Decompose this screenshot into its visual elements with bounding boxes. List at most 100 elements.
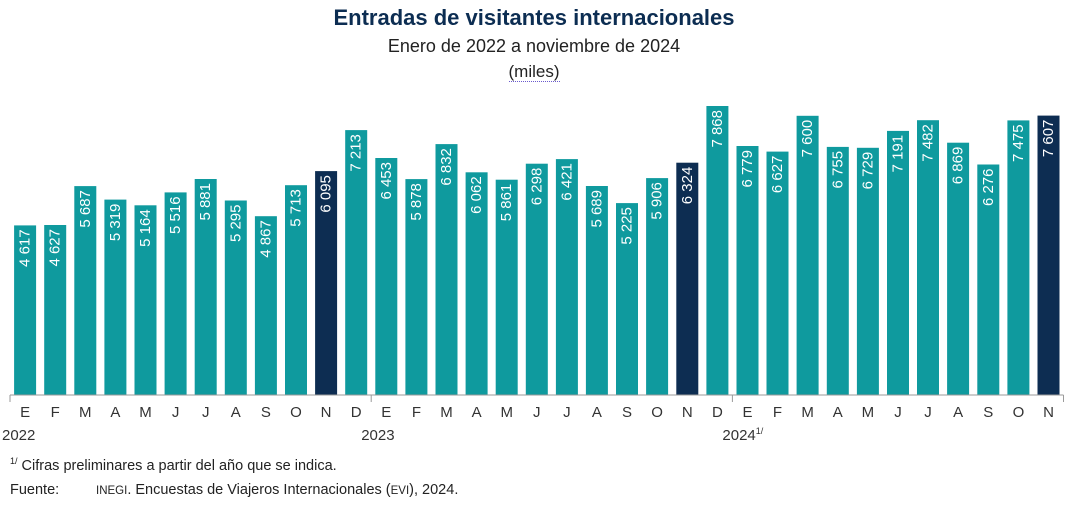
bar (405, 179, 428, 395)
bar-value-label: 6 421 (558, 163, 575, 201)
bar (194, 179, 217, 395)
bar-value-label: 7 213 (348, 134, 365, 172)
units-label: (miles) (508, 62, 560, 82)
bar (977, 164, 1000, 395)
bar (796, 115, 819, 396)
bar (616, 203, 638, 395)
bar-value-label: 6 627 (769, 156, 786, 194)
bar (345, 130, 368, 395)
bar (887, 130, 909, 395)
x-tick-label: N (682, 404, 693, 421)
bar (1007, 120, 1030, 396)
x-tick-label: J (202, 404, 210, 421)
x-tick-label: D (351, 404, 362, 421)
footnote: 1/ Cifras preliminares a partir del año … (10, 456, 337, 474)
x-tick-label: M (500, 404, 513, 421)
x-tick-label: M (862, 404, 875, 421)
x-tick-label: J (172, 404, 180, 421)
bar-value-label: 7 191 (890, 135, 907, 173)
x-tick-label: A (953, 404, 963, 421)
bar (134, 205, 157, 395)
footnote-mark: 1/ (10, 456, 18, 466)
bar-value-label: 5 225 (619, 207, 636, 245)
x-tick-label: A (472, 404, 482, 421)
bar-value-label: 7 607 (1040, 120, 1057, 158)
x-tick-label: M (440, 404, 453, 421)
bar (254, 216, 277, 395)
bar (555, 159, 578, 395)
source-label: Fuente: (10, 482, 60, 498)
bar (585, 186, 608, 395)
bar-value-label: 5 319 (107, 204, 124, 242)
footnote-text: Cifras preliminares a partir del año que… (21, 458, 337, 474)
bar-value-label: 5 878 (408, 183, 425, 221)
bar (14, 225, 37, 395)
bar-value-label: 6 095 (318, 175, 335, 213)
bar-value-label: 5 861 (498, 184, 515, 222)
bar-value-label: 5 713 (288, 189, 305, 227)
x-tick-label: M (801, 404, 814, 421)
bar-value-label: 5 689 (588, 190, 605, 228)
bar (917, 120, 939, 395)
bar-value-label: 6 453 (378, 162, 395, 200)
x-tick-label: O (290, 404, 302, 421)
x-tick-label: S (261, 404, 271, 421)
source-line: Fuente: INEGI. Encuestas de Viajeros Inte… (10, 482, 458, 498)
bar-chart: 4 617 4 627 5 687 5 319 5 164 5 516 5 881 5 295… (2, 106, 1064, 444)
x-tick-label: A (110, 404, 120, 421)
bar (74, 186, 97, 395)
bar-value-label: 5 687 (77, 190, 94, 228)
x-tick-label: D (712, 404, 723, 421)
bar (766, 151, 789, 395)
bar (947, 142, 970, 395)
x-tick-label: M (139, 404, 152, 421)
x-tick-label: S (622, 404, 632, 421)
x-tick-label: J (894, 404, 902, 421)
bar-value-label: 6 755 (829, 151, 846, 189)
x-tick-label: E (742, 404, 752, 421)
x-tick-label: J (533, 404, 541, 421)
source-org: INEGI (96, 485, 128, 497)
bar (676, 162, 699, 395)
bar (856, 147, 879, 395)
year-label: 2023 (361, 427, 394, 444)
x-tick-label: J (563, 404, 571, 421)
bar (224, 200, 247, 395)
bar (826, 146, 849, 395)
bar-value-label: 4 627 (47, 229, 64, 267)
x-tick-label: A (833, 404, 843, 421)
bar-value-label: 7 482 (920, 124, 937, 162)
bar (465, 172, 488, 395)
bar (646, 178, 669, 395)
chart-units: (miles) (0, 62, 1068, 82)
bar-value-label: 6 832 (438, 148, 455, 186)
bar-value-label: 6 062 (468, 176, 485, 214)
bar-value-label: 6 298 (528, 168, 545, 206)
bar (495, 179, 518, 395)
x-tick-label: A (231, 404, 241, 421)
source-text-1: . Encuestas de Viajeros Internacionales … (127, 482, 391, 498)
bar (44, 225, 67, 395)
bar-value-label: 7 868 (709, 110, 726, 148)
bar-value-label: 7 600 (799, 120, 816, 158)
bar (1037, 115, 1060, 395)
bar (525, 163, 548, 395)
year-label-superscript: 1/ (756, 426, 764, 436)
year-label: 20241/ (722, 426, 763, 444)
x-tick-label: F (51, 404, 60, 421)
x-tick-label: F (773, 404, 782, 421)
bar-value-label: 7 475 (1010, 124, 1027, 162)
chart-title: Entradas de visitantes internacionales (333, 5, 735, 30)
bar-value-label: 5 295 (227, 204, 244, 242)
bar-value-label: 5 881 (197, 183, 214, 221)
bar (435, 144, 458, 395)
bar (285, 185, 307, 395)
x-tick-label: S (983, 404, 993, 421)
x-tick-label: O (1013, 404, 1025, 421)
bar (375, 158, 398, 395)
x-tick-label: N (321, 404, 332, 421)
x-tick-label: O (651, 404, 663, 421)
x-tick-label: E (381, 404, 391, 421)
x-tick-label: N (1043, 404, 1054, 421)
bar (706, 106, 729, 395)
